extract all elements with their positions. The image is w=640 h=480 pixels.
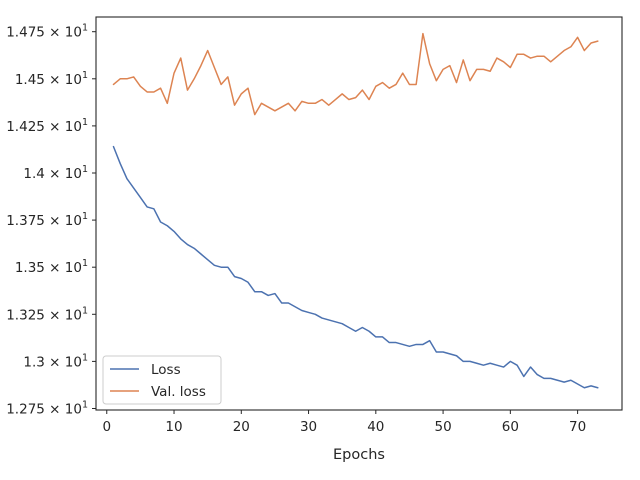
y-tick-label: 1.35 × 101 [15,258,88,276]
x-tick-label: 0 [102,419,111,435]
x-tick-label: 60 [502,419,519,435]
x-tick-label: 70 [569,419,586,435]
legend-box [102,355,222,405]
legend-label: Loss [151,362,181,378]
series-line-val-loss [112,32,599,116]
y-tick-label: 1.3 × 101 [23,352,88,370]
x-tick-label: 20 [233,419,250,435]
y-tick-label: 1.475 × 101 [6,23,88,41]
y-tick-label: 1.275 × 101 [6,399,88,417]
x-tick-label: 50 [434,419,451,435]
y-tick-label: 1.45 × 101 [15,70,88,88]
legend-label: Val. loss [151,384,206,400]
series-line-loss [112,145,599,389]
x-tick-label: 10 [165,419,182,435]
x-axis-title: Epochs [333,447,385,463]
axes-ticks: 0 10 20 30 40 50 60 70 1.275 × 101 1.3 × 101 1.325… [6,16,623,435]
x-tick-label: 30 [300,419,317,435]
y-tick-label: 1.325 × 101 [6,305,88,323]
legend: Loss Val. loss [102,355,222,405]
x-tick-label: 40 [367,419,384,435]
axes-frame [95,16,623,411]
y-tick-label: 1.375 × 101 [6,211,88,229]
y-tick-label: 1.425 × 101 [6,117,88,135]
plot-area [112,32,599,389]
y-tick-label: 1.4 × 101 [23,164,88,182]
